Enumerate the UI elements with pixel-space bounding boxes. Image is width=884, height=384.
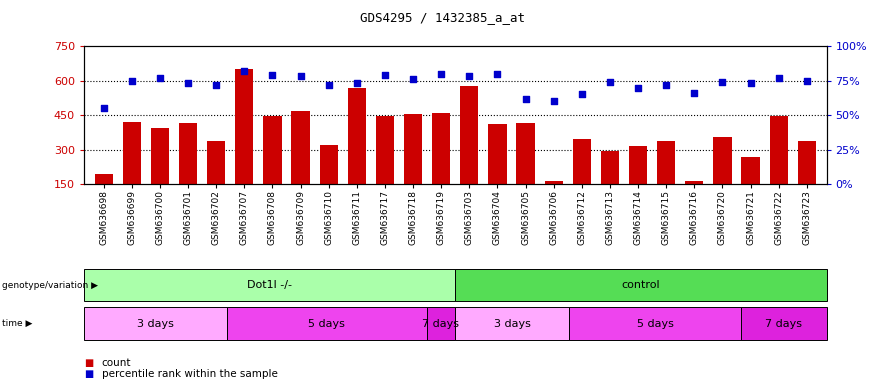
Bar bbox=[263, 116, 282, 219]
Text: Dot1l -/-: Dot1l -/- bbox=[248, 280, 292, 290]
Point bbox=[293, 73, 308, 79]
Text: 5 days: 5 days bbox=[309, 318, 345, 329]
Point bbox=[575, 91, 589, 98]
Text: genotype/variation ▶: genotype/variation ▶ bbox=[2, 281, 98, 290]
Bar bbox=[629, 146, 647, 219]
Text: 7 days: 7 days bbox=[423, 318, 460, 329]
Bar bbox=[685, 181, 704, 219]
Bar bbox=[432, 113, 450, 219]
Point bbox=[210, 82, 224, 88]
Bar bbox=[123, 122, 141, 219]
Bar bbox=[292, 111, 309, 219]
Bar bbox=[601, 151, 619, 219]
Bar bbox=[657, 141, 675, 219]
Point bbox=[322, 82, 336, 88]
Point bbox=[519, 96, 533, 102]
Point bbox=[772, 75, 786, 81]
Text: GDS4295 / 1432385_a_at: GDS4295 / 1432385_a_at bbox=[360, 12, 524, 25]
Bar bbox=[376, 116, 394, 219]
Point bbox=[181, 80, 195, 86]
Point bbox=[687, 90, 701, 96]
Point bbox=[603, 79, 617, 85]
Bar bbox=[347, 88, 366, 219]
Point bbox=[237, 68, 251, 74]
Point bbox=[153, 75, 167, 81]
Bar bbox=[179, 123, 197, 219]
Text: 3 days: 3 days bbox=[494, 318, 530, 329]
Bar bbox=[573, 139, 591, 219]
Point bbox=[659, 82, 674, 88]
Bar bbox=[95, 174, 113, 219]
Bar bbox=[516, 123, 535, 219]
Text: 3 days: 3 days bbox=[137, 318, 174, 329]
Bar bbox=[488, 124, 507, 219]
Point bbox=[462, 73, 476, 79]
Point bbox=[743, 80, 758, 86]
Point bbox=[406, 76, 420, 82]
Bar bbox=[235, 69, 254, 219]
Bar bbox=[770, 116, 788, 219]
Point bbox=[491, 71, 505, 77]
Point bbox=[96, 105, 110, 111]
Point bbox=[800, 78, 814, 84]
Text: 7 days: 7 days bbox=[766, 318, 802, 329]
Bar bbox=[151, 128, 169, 219]
Text: ■: ■ bbox=[84, 369, 93, 379]
Bar bbox=[742, 157, 759, 219]
Bar bbox=[319, 145, 338, 219]
Point bbox=[631, 84, 645, 91]
Point bbox=[715, 79, 729, 85]
Point bbox=[265, 72, 279, 78]
Text: percentile rank within the sample: percentile rank within the sample bbox=[102, 369, 278, 379]
Point bbox=[546, 98, 560, 104]
Bar bbox=[713, 137, 732, 219]
Bar bbox=[207, 141, 225, 219]
Text: time ▶: time ▶ bbox=[2, 319, 32, 328]
Text: control: control bbox=[621, 280, 660, 290]
Text: ■: ■ bbox=[84, 358, 93, 368]
Bar bbox=[461, 86, 478, 219]
Point bbox=[434, 71, 448, 77]
Point bbox=[125, 78, 139, 84]
Point bbox=[350, 80, 364, 86]
Bar bbox=[545, 181, 563, 219]
Point bbox=[377, 72, 392, 78]
Text: count: count bbox=[102, 358, 131, 368]
Bar bbox=[404, 114, 423, 219]
Bar bbox=[797, 141, 816, 219]
Text: 5 days: 5 days bbox=[636, 318, 674, 329]
